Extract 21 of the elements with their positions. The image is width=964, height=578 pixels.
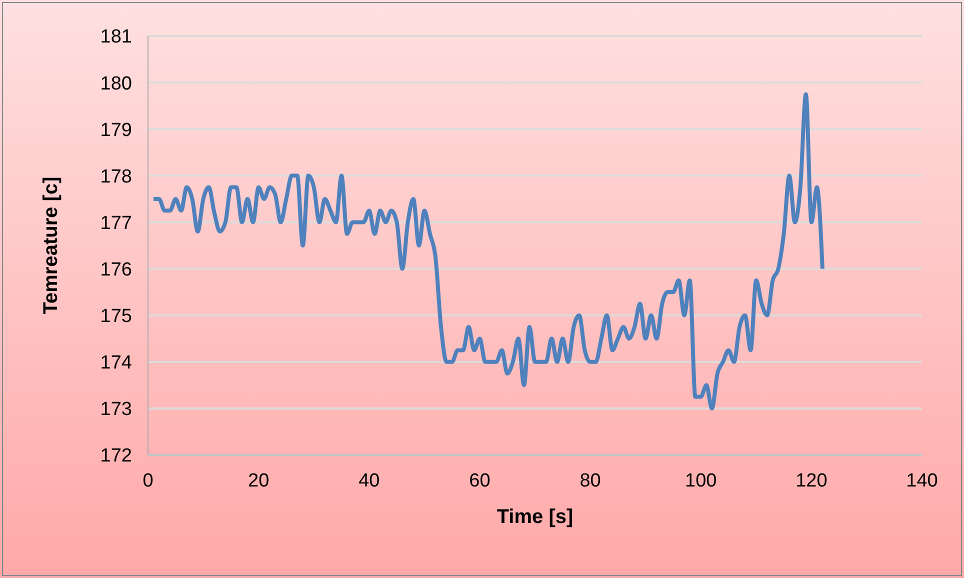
y-tick-label: 175 [100, 306, 132, 328]
x-tick-label: 20 [248, 470, 270, 492]
y-tick-label: 173 [100, 399, 132, 420]
y-tick-label: 172 [100, 446, 132, 467]
y-tick-label: 178 [100, 166, 132, 188]
line-series [152, 92, 824, 410]
y-tick-label: 179 [100, 120, 132, 141]
x-tick-label: 0 [142, 470, 154, 492]
y-tick-label: 181 [100, 26, 132, 48]
x-tick-label: 40 [358, 470, 380, 492]
y-tick-label: 180 [100, 73, 132, 94]
x-tick-label: 140 [906, 470, 938, 492]
y-tick-label: 176 [100, 260, 132, 281]
x-axis-title: Time [s] [496, 506, 574, 528]
y-axis-title: Temreature [c] [40, 176, 62, 314]
y-tick-label: 177 [100, 212, 132, 234]
x-tick-label: 100 [685, 470, 717, 492]
x-tick-label: 120 [796, 470, 828, 492]
y-tick-label: 174 [100, 352, 132, 374]
x-tick-label: 80 [580, 470, 601, 492]
x-tick-label: 60 [469, 470, 490, 492]
